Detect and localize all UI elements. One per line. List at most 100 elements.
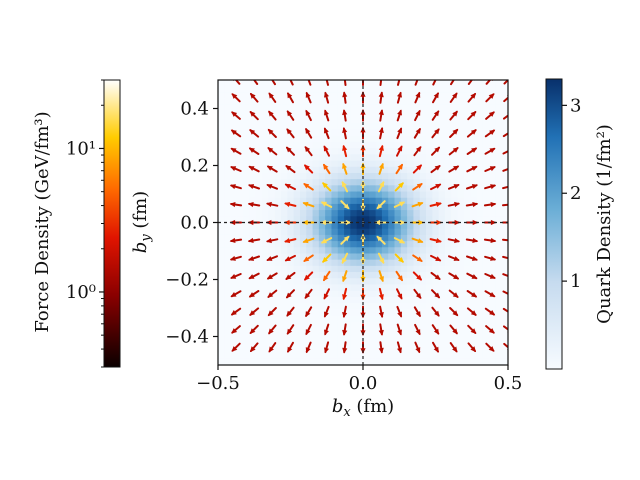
heatmap-cell [489,234,496,242]
heatmap-cell [413,203,421,211]
heatmap-cell [274,358,282,365]
heatmap-cell [419,334,427,341]
heatmap-cell [318,303,326,310]
heatmap-cell [375,191,383,199]
heatmap-cell [337,117,345,124]
heatmap-cell [268,321,276,329]
heatmap-cell [281,340,288,347]
heatmap-cell [236,92,244,99]
heatmap-cell [419,346,427,354]
heatmap-cell [388,334,395,341]
heatmap-cell [444,86,452,93]
heatmap-cell [363,86,370,93]
heatmap-cell [356,123,364,130]
heatmap-cell [482,241,490,248]
heatmap-cell [495,92,503,99]
heatmap-cell [400,92,408,99]
heatmap-cell [318,203,326,211]
heatmap-cell [438,191,446,199]
heatmap-cell [451,172,458,180]
heatmap-cell [281,123,288,130]
heatmap-cell [274,340,282,347]
heatmap-cell [463,191,471,199]
heatmap-cell [293,228,301,236]
heatmap-cell [274,185,282,192]
heatmap-cell [262,321,269,329]
heatmap-cell [299,191,307,199]
force-arrow [287,92,294,104]
heatmap-cell [381,278,389,285]
heatmap-cell [325,278,332,285]
heatmap-cell [299,290,307,298]
heatmap-cell [444,303,452,310]
heatmap-cell [400,129,408,137]
heatmap-cell [432,179,440,186]
heatmap-cell [350,265,358,273]
heatmap-cell [457,265,465,273]
heatmap-cell [501,216,508,223]
heatmap-cell [344,272,351,279]
heatmap-cell [407,191,414,199]
heatmap-cell [325,141,332,149]
heatmap-cell [236,179,244,186]
heatmap-cell [363,98,370,106]
main-plot: −0.5 0.0 0.5 0.40.20.0−0.2−0.4 bx (fm) by … [130,79,522,420]
heatmap-cell [489,160,496,168]
heatmap-cell [470,352,477,360]
heatmap-cell [281,154,288,161]
heatmap-cell [268,197,276,205]
heatmap-cell [356,172,364,180]
heatmap-cell [388,346,395,354]
heatmap-cell [407,185,414,192]
heatmap-cell [243,197,250,205]
force-arrow [342,91,348,104]
heatmap-cell [363,172,370,180]
heatmap-cell [255,203,263,211]
heatmap-cell [363,216,370,223]
heatmap-cell [218,253,225,261]
heatmap-cell [451,259,458,267]
heatmap-cell [482,129,490,137]
heatmap-cell [463,80,471,87]
force-arrow [266,201,279,207]
heatmap-cell [363,135,370,143]
heatmap-cell [268,104,276,112]
heatmap-cell [255,154,263,161]
heatmap-cell [255,92,263,99]
heatmap-cell [363,123,370,130]
heatmap-cell [356,129,364,137]
heatmap-cell [268,135,276,143]
force-arrow [413,288,422,299]
heatmap-cell [331,352,339,360]
heatmap-cell [281,129,288,137]
heatmap-cell [306,358,313,365]
heatmap-cell [451,272,458,279]
heatmap-cell [218,135,225,143]
heatmap-cell [274,296,282,304]
heatmap-cell [331,303,339,310]
heatmap-cell [470,154,477,161]
heatmap-cell [306,228,313,236]
heatmap-cell [325,352,332,360]
heatmap-cell [236,172,244,180]
heatmap-cell [331,309,339,316]
heatmap-cell [489,104,496,112]
heatmap-cell [299,272,307,279]
heatmap-cell [457,321,465,329]
heatmap-cell [501,241,508,248]
heatmap-cell [444,234,452,242]
heatmap-cell [489,135,496,143]
heatmap-cell [476,86,484,93]
force-arrow [230,290,242,298]
heatmap-cell [331,129,339,137]
heatmap-cell [356,216,364,223]
heatmap-cell [457,234,465,242]
heatmap-cell [236,160,244,168]
heatmap-cell [369,222,376,230]
heatmap-cell [400,191,408,199]
heatmap-cell [407,247,414,254]
heatmap-cell [350,148,358,155]
heatmap-cell [350,210,358,217]
heatmap-cell [369,129,376,137]
heatmap-cell [375,303,383,310]
